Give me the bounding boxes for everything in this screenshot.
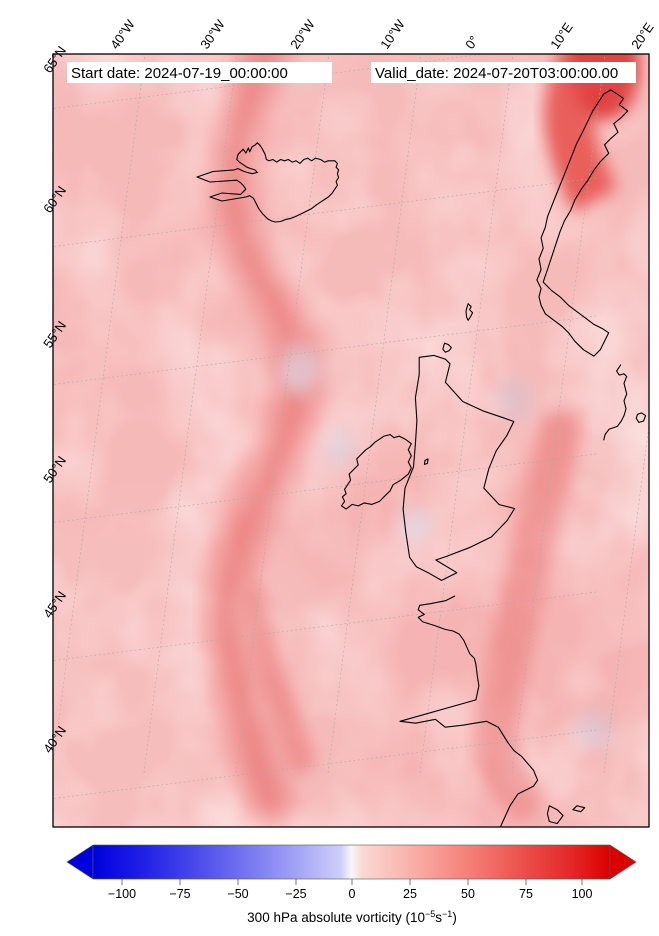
svg-text:−75: −75 [169,887,190,901]
svg-text:75: 75 [519,887,533,901]
svg-text:0: 0 [349,887,356,901]
svg-text:−100: −100 [108,887,136,901]
svg-text:100: 100 [572,887,593,901]
svg-text:25: 25 [403,887,417,901]
svg-text:50: 50 [461,887,475,901]
svg-text:−25: −25 [285,887,306,901]
svg-text:−50: −50 [227,887,248,901]
svg-text:Valid_date: 2024-07-20T03:00:0: Valid_date: 2024-07-20T03:00:00.00 [375,65,618,82]
svg-text:Start date: 2024-07-19_00:00:0: Start date: 2024-07-19_00:00:00 [71,65,288,82]
